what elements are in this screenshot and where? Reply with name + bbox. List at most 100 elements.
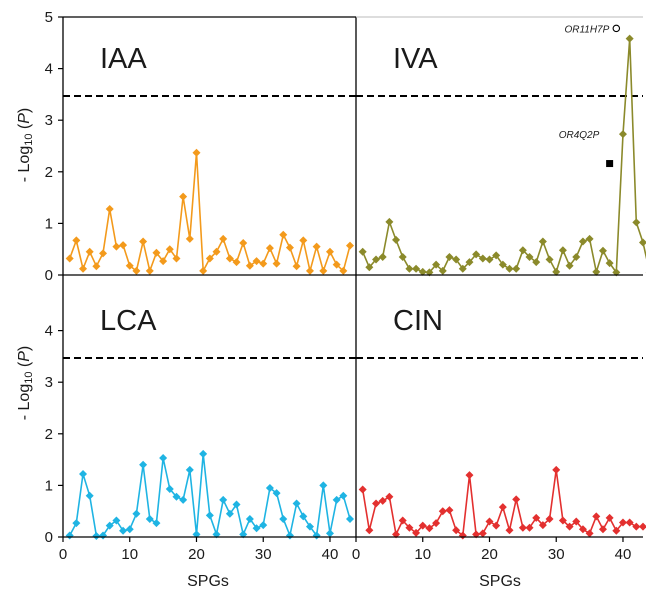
data-point-3-3 xyxy=(378,496,387,505)
data-point-2-10 xyxy=(132,509,141,518)
data-point-1-22 xyxy=(505,264,514,273)
y-tick-label-top-2: 2 xyxy=(45,164,53,181)
y-axis-title-bottom: - Log10 (P) xyxy=(16,346,35,421)
data-point-3-20 xyxy=(492,521,501,530)
data-point-0-20 xyxy=(199,266,208,275)
data-point-2-24 xyxy=(225,509,234,518)
data-point-1-42 xyxy=(639,238,646,247)
data-point-3-11 xyxy=(432,519,441,528)
data-point-1-6 xyxy=(398,252,407,261)
data-point-1-5 xyxy=(392,235,401,244)
data-point-2-28 xyxy=(252,524,261,533)
data-point-2-11 xyxy=(139,460,148,469)
data-point-3-8 xyxy=(412,528,421,537)
data-point-3-35 xyxy=(592,512,601,521)
x-tick-label-right-3: 30 xyxy=(548,546,565,563)
data-point-0-3 xyxy=(85,247,94,256)
data-point-1-33 xyxy=(578,237,587,246)
data-point-3-27 xyxy=(538,521,547,530)
y-tick-label-bottom-2: 2 xyxy=(45,426,53,443)
data-point-3-2 xyxy=(372,499,381,508)
data-point-1-7 xyxy=(405,264,414,273)
data-point-2-13 xyxy=(152,519,161,528)
data-point-2-39 xyxy=(325,529,334,538)
data-point-1-21 xyxy=(498,260,507,269)
data-point-0-15 xyxy=(165,245,174,254)
series-line-0 xyxy=(68,151,351,272)
data-point-0-9 xyxy=(125,261,134,270)
data-point-2-41 xyxy=(339,491,348,500)
data-point-1-17 xyxy=(472,250,481,259)
data-point-1-11 xyxy=(432,260,441,269)
data-point-0-10 xyxy=(132,266,141,275)
data-point-1-9 xyxy=(418,267,427,276)
data-point-1-30 xyxy=(558,246,567,255)
data-point-3-6 xyxy=(398,516,407,525)
data-point-3-33 xyxy=(578,525,587,534)
data-point-2-6 xyxy=(105,521,114,530)
data-point-0-40 xyxy=(332,260,341,269)
square-marker-1 xyxy=(606,160,614,168)
data-point-0-30 xyxy=(265,244,274,253)
data-point-3-30 xyxy=(558,516,567,525)
data-point-0-17 xyxy=(179,192,188,201)
data-point-3-38 xyxy=(612,526,621,535)
x-tick-label-left-3: 30 xyxy=(255,546,272,563)
data-point-3-22 xyxy=(505,526,514,535)
data-point-3-29 xyxy=(552,465,561,474)
data-point-3-28 xyxy=(545,514,554,523)
data-point-2-14 xyxy=(159,454,168,463)
y-tick-label-top-0: 0 xyxy=(45,267,53,284)
data-point-0-42 xyxy=(346,241,354,250)
data-point-3-13 xyxy=(445,506,454,515)
data-point-1-2 xyxy=(372,255,381,264)
data-point-0-12 xyxy=(145,266,154,275)
y-tick-label-bottom-3: 3 xyxy=(45,374,53,391)
data-point-0-41 xyxy=(339,266,348,275)
data-point-0-18 xyxy=(185,234,194,243)
data-point-2-2 xyxy=(79,470,88,479)
data-point-2-17 xyxy=(179,495,188,504)
data-point-3-4 xyxy=(385,492,394,501)
data-point-3-39 xyxy=(618,518,627,527)
data-point-3-25 xyxy=(525,523,534,532)
data-point-0-31 xyxy=(272,259,281,268)
data-point-1-39 xyxy=(618,130,627,139)
data-point-1-26 xyxy=(532,258,541,267)
data-point-3-14 xyxy=(452,526,461,535)
data-point-2-42 xyxy=(346,514,354,523)
data-point-2-0 xyxy=(65,531,74,540)
data-point-0-11 xyxy=(139,237,148,246)
data-point-1-23 xyxy=(512,264,521,273)
data-point-3-32 xyxy=(572,517,581,526)
data-point-2-32 xyxy=(279,514,288,523)
data-point-1-19 xyxy=(485,255,494,264)
data-point-0-16 xyxy=(172,254,181,263)
data-point-2-21 xyxy=(205,511,214,520)
data-point-1-37 xyxy=(605,259,614,268)
data-point-0-35 xyxy=(299,236,308,245)
annotation-label-1-1: OR4Q2P xyxy=(559,130,600,141)
data-point-0-23 xyxy=(219,234,228,243)
x-tick-label-right-4: 40 xyxy=(615,546,632,563)
y-tick-label-bottom-1: 1 xyxy=(45,477,53,494)
data-point-3-36 xyxy=(598,525,607,534)
data-point-0-8 xyxy=(119,241,128,250)
data-point-1-29 xyxy=(552,267,561,276)
panel-title-1: IVA xyxy=(393,43,438,75)
x-axis-title-right: SPGs xyxy=(479,573,521,590)
data-point-0-22 xyxy=(212,247,221,256)
data-point-0-6 xyxy=(105,204,114,213)
data-point-1-0 xyxy=(358,247,367,256)
y-tick-label-top-5: 5 xyxy=(45,9,53,26)
data-point-1-18 xyxy=(478,254,487,263)
data-point-2-36 xyxy=(305,522,314,531)
data-point-2-30 xyxy=(265,483,274,492)
data-point-0-4 xyxy=(92,262,101,271)
data-point-1-25 xyxy=(525,252,534,261)
data-point-2-12 xyxy=(145,514,154,523)
data-point-3-41 xyxy=(632,522,641,531)
data-point-0-13 xyxy=(152,248,161,257)
data-point-2-29 xyxy=(259,521,268,530)
data-point-0-29 xyxy=(259,259,268,268)
